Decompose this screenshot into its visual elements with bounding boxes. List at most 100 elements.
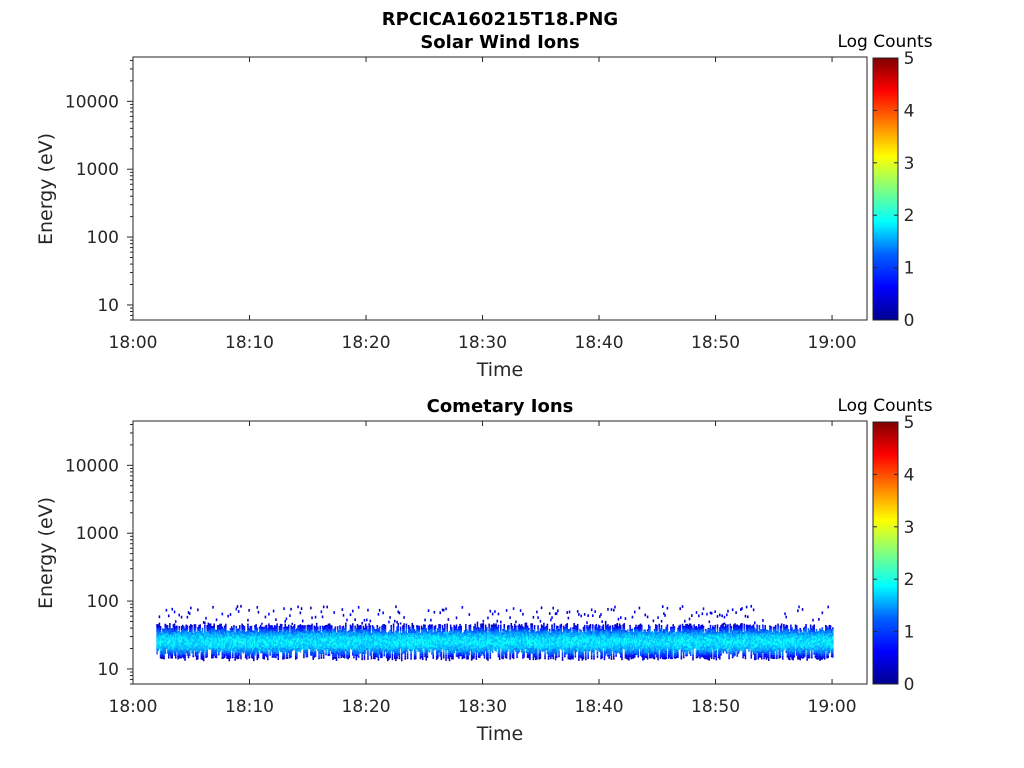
spectrogram-cell <box>326 629 328 632</box>
spectrogram-cell <box>403 629 405 632</box>
spectrogram-cell <box>286 638 289 641</box>
spectrogram-cell <box>371 641 374 644</box>
spectrogram-cell <box>325 643 327 646</box>
spectrogram-cell <box>183 646 185 649</box>
spectrogram-cell <box>406 643 409 646</box>
spectrogram-cell <box>156 630 158 633</box>
spectrogram-cell <box>354 635 356 638</box>
spectrogram-cell <box>340 648 342 651</box>
spectrogram-cell <box>355 656 358 659</box>
spectrogram-cell <box>391 649 394 652</box>
spectrogram-cell <box>340 652 342 655</box>
spectrogram-cell <box>462 654 465 657</box>
spectrogram-cell <box>271 639 274 642</box>
spectrogram-cell <box>397 631 400 634</box>
spectrogram-cell <box>329 638 332 641</box>
spectrogram-cell <box>402 633 404 636</box>
spectrogram-cell <box>244 648 247 651</box>
spectrogram-cell <box>353 634 355 637</box>
spectrogram-cell <box>221 640 224 643</box>
spectrogram-cell <box>411 624 414 627</box>
spectrogram-cell <box>190 634 192 637</box>
spectrogram-cell <box>277 635 280 638</box>
spectrogram-cell <box>522 652 524 655</box>
spectrogram-cell <box>207 624 210 627</box>
spectrogram-cell <box>324 637 326 640</box>
spectrogram-cell <box>222 632 225 635</box>
spectrogram-cell <box>201 650 204 653</box>
spectrogram-cell <box>451 649 453 652</box>
spectrogram-cell <box>424 642 426 646</box>
spectrogram-cell <box>156 624 158 627</box>
spectrogram-cell <box>474 641 476 644</box>
spectrogram-cell <box>324 625 326 628</box>
spectrogram-cell <box>370 633 373 636</box>
spectrogram-cell <box>481 639 483 642</box>
spectrogram-cell <box>220 623 222 626</box>
spectrogram-cell <box>275 641 277 644</box>
spectrogram-cell <box>465 648 467 651</box>
spectrogram-cell <box>433 625 436 628</box>
spectrogram-cell <box>268 637 270 640</box>
spectrogram-cell <box>361 648 363 651</box>
spectrogram-cell <box>181 626 184 629</box>
spectrogram-cell <box>178 636 181 639</box>
spectrogram-cell <box>530 635 532 638</box>
spectrogram-cell <box>483 652 486 655</box>
spectrogram-cell <box>198 632 200 636</box>
spectrogram-cell <box>482 641 485 644</box>
spectrogram-cell <box>311 625 313 628</box>
spectrogram-cell <box>317 640 319 643</box>
spectrogram-cell <box>262 654 264 657</box>
spectrogram-cell <box>163 637 165 640</box>
spectrogram-cell <box>403 625 405 628</box>
spectrogram-cell <box>373 640 375 643</box>
spectrogram-cell <box>255 642 257 645</box>
spectrogram-cell <box>376 651 379 654</box>
spectrogram-cell <box>445 607 447 611</box>
spectrogram-cell <box>159 636 162 639</box>
spectrogram-cell <box>431 640 433 643</box>
spectrogram-cell <box>346 636 348 639</box>
spectrogram-cell <box>240 657 242 660</box>
spectrogram-cell <box>339 643 341 646</box>
spectrogram-cell <box>197 639 199 642</box>
spectrogram-cell <box>283 653 285 656</box>
spectrogram-cell <box>522 638 524 641</box>
spectrogram-cell <box>186 629 189 632</box>
spectrogram-cell <box>406 645 409 648</box>
spectrogram-cell <box>299 642 302 645</box>
spectrogram-cell <box>460 627 462 630</box>
spectrogram-cell <box>327 631 330 634</box>
spectrogram-cell <box>160 648 163 651</box>
spectrogram-cell <box>286 654 289 657</box>
spectrogram-cell <box>444 642 446 645</box>
spectrogram-cell <box>312 647 314 650</box>
spectrogram-cell <box>187 646 190 649</box>
spectrogram-cell <box>327 627 330 630</box>
spectrogram-cell <box>356 646 359 649</box>
spectrogram-cell <box>529 653 531 656</box>
spectrogram-cell <box>212 642 214 645</box>
spectrogram-cell <box>164 648 167 651</box>
spectrogram-cell <box>461 636 464 640</box>
spectrogram-cell <box>320 632 323 635</box>
spectrogram-cell <box>314 626 317 629</box>
spectrogram-cell <box>174 620 177 623</box>
spectrogram-cell <box>543 634 545 637</box>
spectrogram-cell <box>308 624 311 627</box>
spectrogram-cell <box>509 635 511 638</box>
spectrogram-cell <box>250 647 253 651</box>
spectrogram-cell <box>333 648 335 651</box>
spectrogram-cell <box>510 622 513 626</box>
spectrogram-cell <box>204 647 206 650</box>
spectrogram-cell <box>504 656 507 659</box>
spectrogram-cell <box>312 631 314 634</box>
spectrogram-cell <box>211 654 213 657</box>
spectrogram-cell <box>392 637 395 640</box>
spectrogram-cell <box>473 644 475 647</box>
spectrogram-cell <box>173 627 176 630</box>
spectrogram-cell <box>494 610 496 613</box>
spectrogram-cell <box>237 652 240 655</box>
spectrogram-cell <box>180 650 183 653</box>
